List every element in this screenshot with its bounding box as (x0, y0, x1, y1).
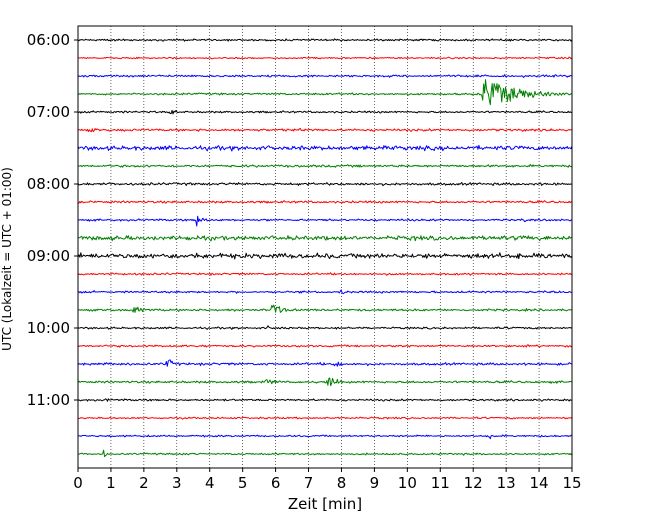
trace-row-1000 (77, 325, 573, 330)
trace-row-0615 (77, 56, 573, 60)
trace-row-1145 (77, 449, 573, 458)
x-tick-label-14: 14 (530, 474, 549, 492)
x-tick-label-11: 11 (431, 474, 450, 492)
x-tick-label-15: 15 (562, 474, 581, 492)
y-tick-label-2: 08:00 (27, 175, 70, 193)
trace-row-0930 (77, 289, 573, 295)
x-axis-label: Zeit [min] (288, 495, 362, 513)
plot-frame (77, 25, 573, 469)
x-tick-label-0: 0 (73, 474, 83, 492)
x-tick-label-10: 10 (398, 474, 417, 492)
trace-row-0830 (77, 215, 573, 227)
trace-row-0745 (77, 164, 573, 168)
x-tick-label-6: 6 (271, 474, 281, 492)
trace-row-0630 (77, 74, 573, 78)
trace-row-1130 (77, 434, 573, 440)
trace-row-0700 (77, 109, 573, 115)
y-tick-label-4: 10:00 (27, 319, 70, 337)
trace-row-0845 (77, 235, 573, 242)
trace-row-1045 (77, 377, 573, 387)
x-tick-label-13: 13 (497, 474, 516, 492)
x-tick-label-3: 3 (172, 474, 182, 492)
x-tick-label-5: 5 (238, 474, 248, 492)
grid-layer (110, 26, 540, 468)
y-tick-label-5: 11:00 (27, 391, 70, 409)
y-tick-label-0: 06:00 (27, 31, 70, 49)
trace-row-0915 (77, 272, 573, 276)
x-axis: 0 1 2 3 4 5 6 7 8 9 10 11 12 13 14 15 (73, 468, 582, 492)
trace-row-1115 (77, 416, 573, 420)
y-axis: 06:00 07:00 08:00 09:00 10:00 11:00 (27, 31, 78, 409)
y-tick-label-1: 07:00 (27, 103, 70, 121)
trace-row-1030 (77, 359, 573, 367)
trace-layer (77, 38, 573, 458)
x-tick-label-7: 7 (304, 474, 314, 492)
trace-row-0945 (77, 304, 573, 313)
trace-row-0730 (77, 144, 573, 152)
trace-row-1015 (77, 344, 573, 348)
y-tick-label-3: 09:00 (27, 247, 70, 265)
trace-row-0600 (77, 38, 573, 42)
trace-row-0800 (77, 181, 573, 187)
y-axis-label: UTC (Lokalzeit = UTC + 01:00) (0, 167, 14, 351)
x-tick-label-1: 1 (106, 474, 116, 492)
x-tick-label-8: 8 (337, 474, 347, 492)
trace-row-0900 (77, 252, 573, 260)
trace-row-0715 (77, 127, 573, 133)
trace-row-0815 (77, 200, 573, 204)
trace-row-1100 (77, 398, 573, 402)
x-tick-label-4: 4 (205, 474, 215, 492)
x-tick-label-9: 9 (370, 474, 380, 492)
x-tick-label-12: 12 (464, 474, 483, 492)
x-tick-label-2: 2 (139, 474, 149, 492)
trace-row-0645 (77, 79, 573, 106)
